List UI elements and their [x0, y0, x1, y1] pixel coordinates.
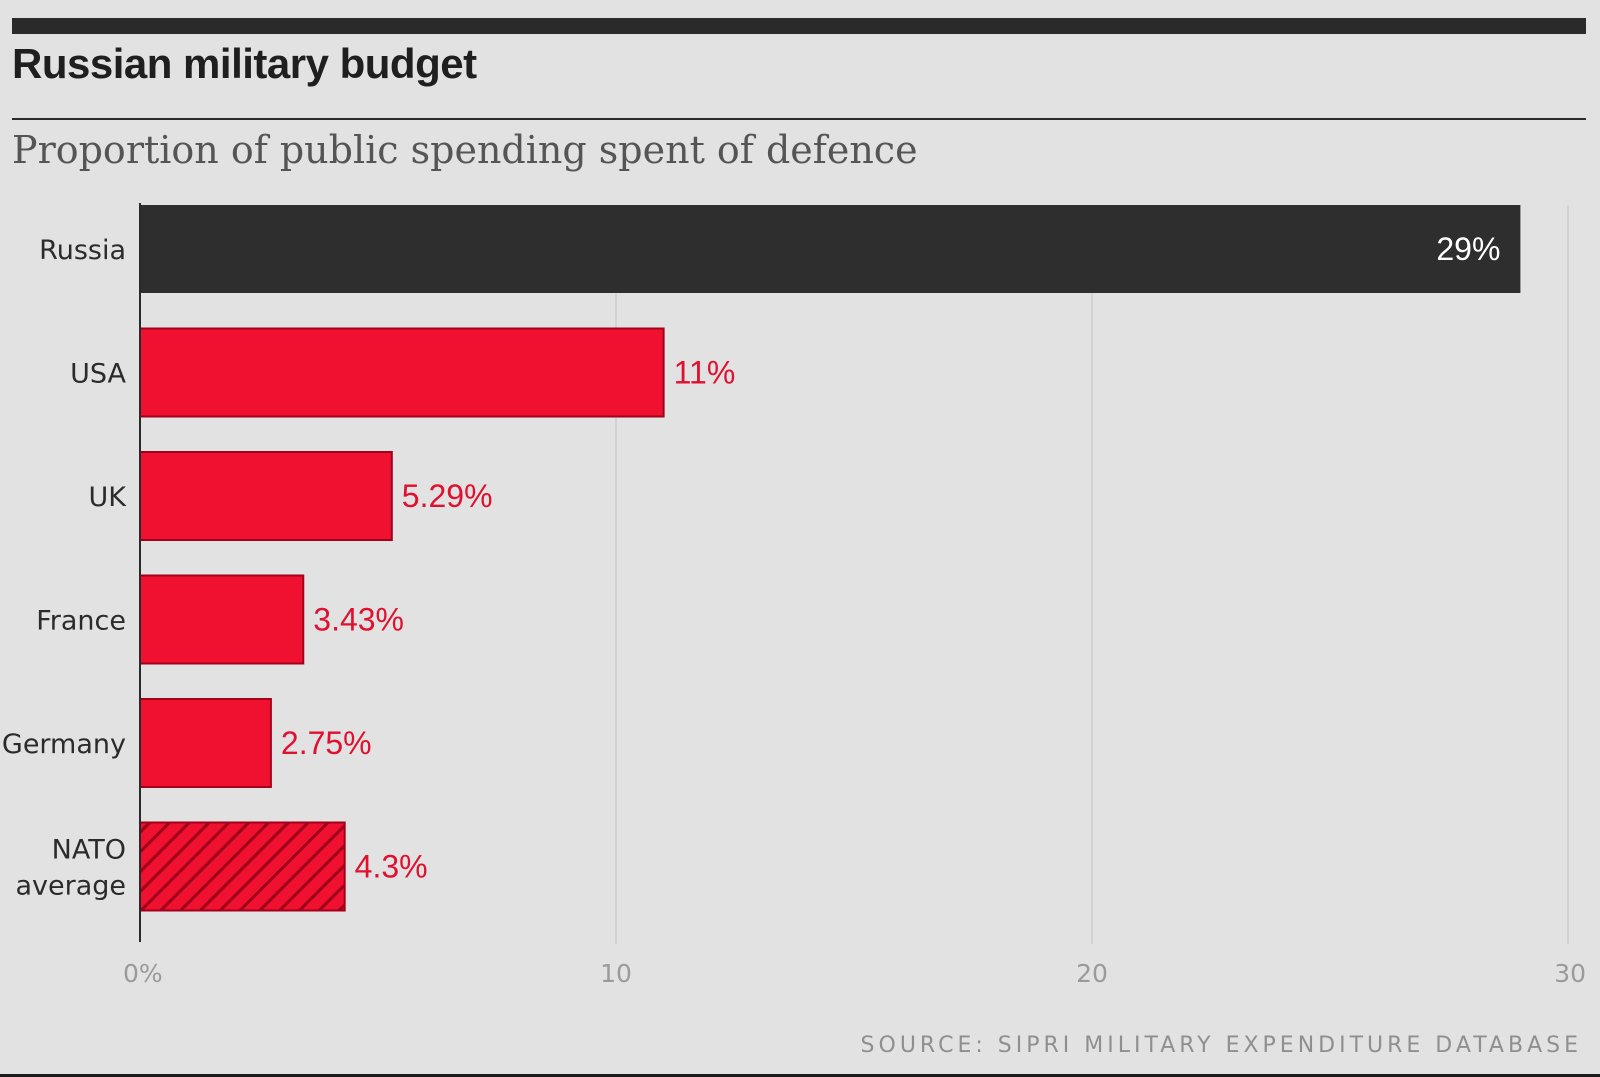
category-label: UK: [89, 482, 128, 513]
category-label: average: [15, 871, 126, 902]
data-label: 4.3%: [355, 849, 428, 885]
title-divider: [12, 118, 1586, 120]
source-note: SOURCE: SIPRI MILITARY EXPENDITURE DATAB…: [860, 1033, 1582, 1058]
data-label: 29%: [1436, 231, 1500, 267]
bar: [139, 821, 346, 912]
category-label: France: [36, 606, 126, 637]
x-tick-label: 10: [600, 959, 632, 988]
bar: [139, 451, 393, 541]
bottom-rule: [0, 1074, 1600, 1077]
x-tick-label: 0%: [123, 959, 163, 988]
data-label: 5.29%: [402, 478, 493, 514]
gridlines: [615, 205, 1569, 944]
category-label: NATO: [52, 835, 126, 866]
category-label: USA: [70, 359, 126, 390]
bar: [139, 574, 305, 665]
bar: [140, 205, 1521, 293]
data-label: 3.43%: [313, 602, 404, 638]
x-tick-label: 30: [1554, 959, 1586, 988]
bars: 29% 11% 5.29% 3.43% 2.75% 4.3%: [139, 205, 1521, 912]
top-rule: [12, 18, 1586, 34]
data-label: 2.75%: [281, 725, 372, 761]
category-label: Russia: [39, 235, 126, 266]
data-label: 11%: [674, 355, 736, 391]
category-label: Germany: [2, 729, 126, 760]
chart-title: Russian military budget: [12, 40, 477, 87]
x-tick-label: 20: [1076, 959, 1108, 988]
bar: [139, 327, 665, 418]
chart-subtitle: Proportion of public spending spent of d…: [12, 128, 918, 172]
bar: [139, 698, 272, 788]
axes: 0% 10 20 30 Russia USA UK France Germany NATO aver…: [2, 203, 1586, 988]
